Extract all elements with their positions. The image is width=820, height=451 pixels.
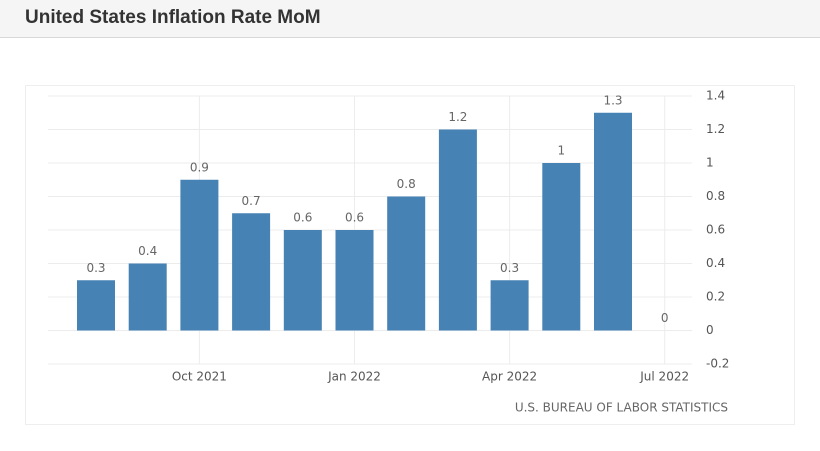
x-tick-label: Jul 2022	[639, 370, 689, 384]
value-label: 0.6	[293, 211, 312, 225]
value-label: 1.2	[448, 110, 467, 124]
bar	[542, 163, 581, 331]
value-label: 0.6	[345, 211, 364, 225]
bar	[335, 230, 374, 331]
y-tick-label: 0.2	[706, 290, 725, 304]
value-label: 1	[557, 144, 565, 158]
bar	[77, 280, 115, 331]
x-tick-label: Jan 2022	[327, 370, 381, 384]
page-title: United States Inflation Rate MoM	[25, 7, 321, 28]
y-tick-label: 1	[706, 156, 714, 170]
value-label: 0.9	[190, 160, 209, 174]
value-label: 0.3	[500, 261, 519, 275]
value-label: 0.8	[397, 177, 416, 191]
bar	[232, 213, 271, 331]
y-tick-label: 0.8	[706, 189, 725, 203]
chart-panel	[25, 85, 795, 425]
value-label: 0.7	[242, 194, 261, 208]
x-tick-label: Oct 2021	[172, 370, 227, 384]
y-tick-label: 1.4	[706, 89, 725, 103]
y-tick-label: 1.2	[706, 122, 725, 136]
value-label: 0.3	[86, 261, 105, 275]
y-tick-label: -0.2	[706, 357, 729, 371]
bar	[128, 263, 167, 331]
bar	[387, 196, 426, 331]
bar	[594, 112, 632, 331]
header: United States Inflation Rate MoM	[0, 0, 820, 38]
value-label: 0.4	[138, 244, 157, 258]
y-tick-label: 0.4	[706, 256, 725, 270]
bar	[490, 280, 529, 331]
value-label: 1.3	[603, 93, 622, 107]
source-label: U.S. BUREAU OF LABOR STATISTICS	[515, 401, 728, 415]
y-tick-label: 0.6	[706, 223, 725, 237]
value-label: 0	[661, 311, 669, 325]
bar	[438, 129, 477, 331]
bar	[283, 230, 322, 331]
x-tick-label: Apr 2022	[482, 370, 537, 384]
y-tick-label: 0	[706, 323, 714, 337]
bar	[180, 179, 219, 331]
